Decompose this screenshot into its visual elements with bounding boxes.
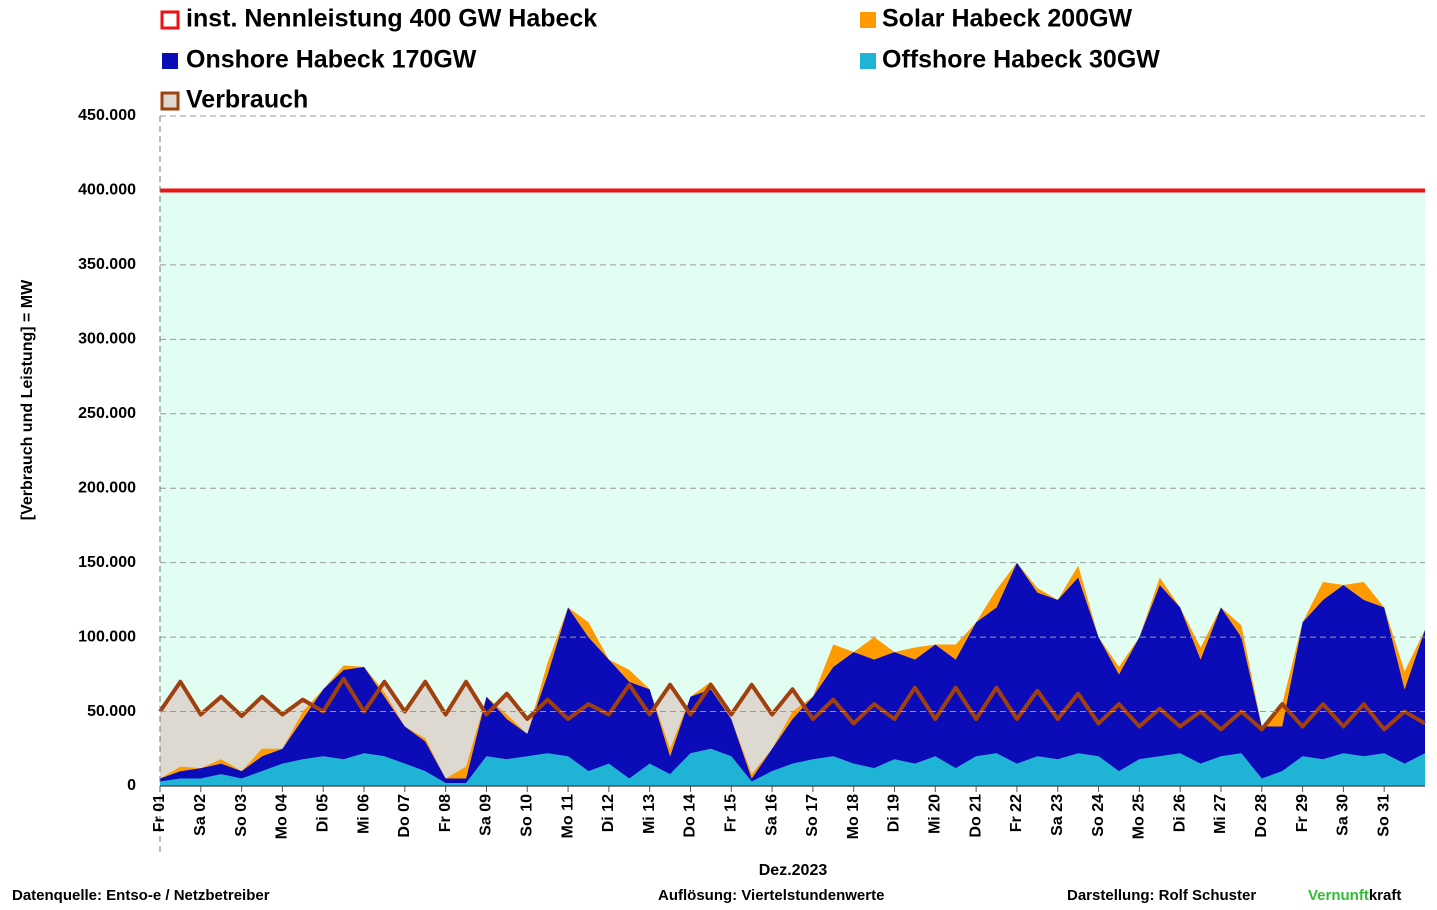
x-tick-label: Mi 20 [927, 794, 944, 834]
x-axis-label: Dez.2023 [759, 862, 828, 879]
x-tick-label: Do 21 [967, 794, 984, 838]
x-tick-label: Sa 23 [1049, 794, 1066, 836]
x-tick-label: Do 28 [1253, 794, 1270, 838]
x-tick-label: Fr 08 [437, 794, 454, 832]
x-tick-label: Fr 01 [151, 794, 168, 832]
y-tick-label: 450.000 [78, 107, 136, 124]
x-tick-label: Sa 16 [763, 794, 780, 836]
x-tick-label: So 03 [233, 794, 250, 837]
y-tick-label: 0 [127, 777, 136, 794]
brand-a: Vernunft [1308, 887, 1369, 904]
x-tick-label: So 31 [1375, 794, 1392, 837]
x-tick-label: Di 05 [314, 794, 331, 832]
x-tick-label: Sa 09 [478, 794, 495, 836]
y-tick-label: 150.000 [78, 554, 136, 571]
x-tick-label: Do 14 [682, 794, 699, 838]
x-tick-label: Mo 18 [845, 794, 862, 839]
x-tick-label: Mi 13 [641, 794, 658, 834]
legend-label: Offshore Habeck 30GW [882, 46, 1160, 74]
x-tick-label: Fr 22 [1008, 794, 1025, 832]
legend-label: inst. Nennleistung 400 GW Habeck [186, 5, 597, 33]
x-tick-label: Di 26 [1171, 794, 1188, 832]
y-tick-label: 250.000 [78, 405, 136, 422]
area [160, 748, 1425, 786]
legend-label: Verbrauch [186, 86, 308, 114]
y-tick-label: 350.000 [78, 256, 136, 273]
legend-label: Solar Habeck 200GW [882, 5, 1133, 33]
y-tick-label: 300.000 [78, 331, 136, 348]
y-tick-label: 400.000 [78, 182, 136, 199]
y-tick-label: 100.000 [78, 628, 136, 645]
legend-swatch [162, 53, 178, 69]
legend-swatch [160, 91, 180, 111]
x-tick-label: So 10 [518, 794, 535, 837]
x-tick-label: Di 12 [600, 794, 617, 832]
legend-swatch [860, 53, 876, 69]
y-tick-label: 200.000 [78, 479, 136, 496]
footer-author: Darstellung: Rolf Schuster [1067, 887, 1256, 904]
x-tick-label: Fr 29 [1294, 794, 1311, 832]
x-tick-label: Mo 25 [1131, 794, 1148, 839]
plot: 0 50.000 100.000 150.000 200.000 250.000 300.0… [78, 10, 1427, 855]
x-tick-label: Mi 27 [1212, 794, 1229, 834]
x-tick-label: So 17 [804, 794, 821, 837]
legend-label: Onshore Habeck 170GW [186, 46, 477, 74]
x-tick-label: Mo 04 [274, 794, 291, 839]
legend-swatch [860, 12, 876, 28]
y-tick-label: 50.000 [87, 703, 136, 720]
x-tick-label: So 24 [1090, 794, 1107, 837]
brand-b: kraft [1369, 887, 1402, 904]
x-tick-label: Mi 06 [355, 794, 372, 834]
x-tick-label: Sa 02 [192, 794, 209, 836]
footer-brand: Vernunftkraft [1308, 887, 1401, 904]
legend-swatch [160, 10, 180, 30]
x-tick-label: Fr 15 [723, 794, 740, 832]
x-tick-label: Sa 30 [1335, 794, 1352, 836]
consumption-line [158, 676, 1427, 732]
x-tick-label: Mo 11 [559, 794, 576, 839]
y-axis-label: [Verbrauch und Leistung] = MW [19, 279, 36, 520]
area [160, 562, 1425, 784]
footer-resolution: Auflösung: Viertelstundenwerte [658, 887, 884, 904]
x-tick-label: Di 19 [886, 794, 903, 832]
x-tick-label: Do 07 [396, 794, 413, 838]
footer-source: Datenquelle: Entso-e / Netzbetreiber [12, 887, 270, 904]
